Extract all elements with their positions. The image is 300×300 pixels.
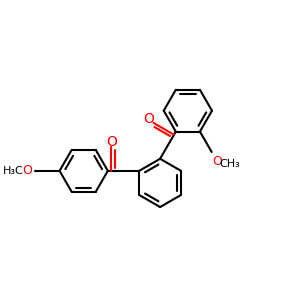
Text: CH₃: CH₃: [219, 159, 240, 169]
Text: O: O: [106, 135, 117, 149]
Text: O: O: [212, 155, 222, 168]
Text: O: O: [144, 112, 154, 126]
Text: H₃C: H₃C: [3, 166, 24, 176]
Text: O: O: [22, 164, 32, 177]
